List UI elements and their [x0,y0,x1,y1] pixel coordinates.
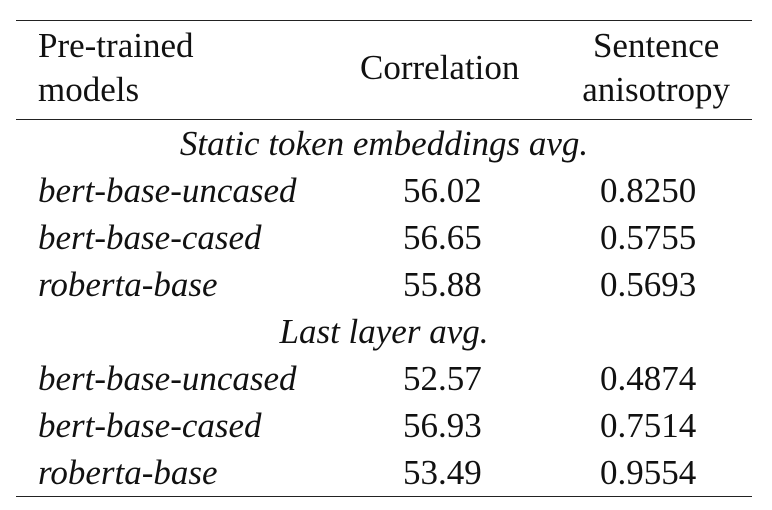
table-row: bert-base-uncased 52.57 0.4874 [16,355,752,402]
table-row: bert-base-cased 56.93 0.7514 [16,402,752,449]
correlation-cell: 53.49 [403,453,482,492]
correlation-cell: 55.88 [403,265,482,304]
section-title-last-layer: Last layer avg. [279,312,489,351]
header-anisotropy: Sentence anisotropy [582,24,730,112]
anisotropy-cell: 0.5693 [600,265,697,304]
anisotropy-cell: 0.4874 [600,359,697,398]
model-cell: bert-base-cased [38,406,262,445]
table-row: roberta-base 55.88 0.5693 [16,261,752,308]
table-header: Pre-trained models Correlation Sentence … [16,21,752,119]
correlation-cell: 52.57 [403,359,482,398]
model-cell: roberta-base [38,265,218,304]
anisotropy-cell: 0.8250 [600,171,697,210]
table-row: roberta-base 53.49 0.9554 [16,449,752,496]
table-row: bert-base-cased 56.65 0.5755 [16,214,752,261]
anisotropy-cell: 0.7514 [600,406,697,445]
bottom-rule [16,496,752,497]
results-table: Pre-trained models Correlation Sentence … [16,20,752,497]
header-models-line1: Pre-trained [38,26,194,65]
model-cell: bert-base-cased [38,218,262,257]
anisotropy-cell: 0.9554 [600,453,697,492]
header-anisotropy-line2: anisotropy [582,70,730,109]
top-rule [16,20,752,21]
correlation-cell: 56.93 [403,406,482,445]
model-cell: roberta-base [38,453,218,492]
anisotropy-cell: 0.5755 [600,218,697,257]
header-models-line2: models [38,70,140,109]
table-row: bert-base-uncased 56.02 0.8250 [16,167,752,214]
correlation-cell: 56.65 [403,218,482,257]
correlation-cell: 56.02 [403,171,482,210]
section-title-static: Static token embeddings avg. [179,124,589,163]
model-cell: bert-base-uncased [38,171,297,210]
header-rule [16,119,752,120]
header-models: Pre-trained models [38,24,193,112]
model-cell: bert-base-uncased [38,359,297,398]
header-anisotropy-line1: Sentence [592,26,720,65]
header-correlation: Correlation [360,48,520,87]
